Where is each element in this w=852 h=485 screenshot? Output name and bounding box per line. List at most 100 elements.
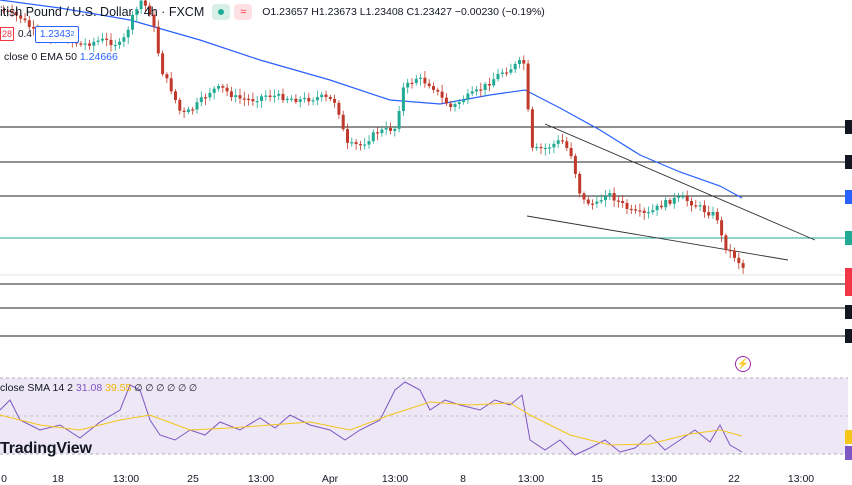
- candle-body: [462, 99, 466, 103]
- ema-legend[interactable]: close 0 EMA 50 1.24666: [4, 51, 118, 63]
- data-delay-icon[interactable]: ≈: [234, 4, 253, 20]
- candle-body: [535, 146, 539, 149]
- candle-body: [212, 88, 216, 93]
- candle-body: [255, 101, 259, 103]
- candle-body: [6, 10, 10, 12]
- candle-body: [728, 250, 732, 252]
- candle-body: [204, 97, 208, 99]
- candle-body: [234, 95, 238, 98]
- candle-body: [737, 257, 741, 264]
- candle-body: [384, 128, 388, 130]
- time-tick-label: 13:00: [517, 473, 545, 485]
- spread-value: 0.4: [18, 28, 32, 40]
- candle-body: [113, 44, 117, 47]
- candle-body: [634, 209, 638, 211]
- candle-body: [225, 87, 229, 92]
- candle-body: [440, 91, 444, 98]
- candle-body: [578, 173, 582, 194]
- candle-body: [10, 10, 14, 13]
- time-tick-label: 25: [187, 473, 199, 485]
- rsi-marker: [845, 446, 852, 460]
- candle-body: [2, 10, 5, 12]
- rsi-legend[interactable]: close SMA 14 2 31.08 39.55 ∅ ∅ ∅ ∅ ∅ ∅: [0, 382, 197, 394]
- candle-body: [453, 104, 457, 107]
- candle-body: [320, 94, 324, 98]
- time-tick-label: 13:00: [787, 473, 815, 485]
- candle-body: [690, 201, 693, 206]
- candle-body: [328, 97, 332, 99]
- rsi-sma-value: 39.55: [105, 382, 132, 394]
- candle-body: [715, 212, 719, 221]
- candle-body: [741, 263, 745, 268]
- ema-50-line: [0, 0, 743, 199]
- rsi-pane[interactable]: [0, 370, 852, 470]
- candle-body: [371, 132, 375, 142]
- candle-body: [27, 20, 31, 27]
- chart-header: itish Pound / U.S. Dollar · 4h · FXCM ≈ …: [0, 0, 545, 24]
- candle-body: [552, 143, 556, 148]
- candle-body: [109, 39, 113, 46]
- candle-body: [548, 147, 552, 149]
- candle-body: [363, 144, 367, 146]
- candle-body: [655, 205, 659, 211]
- lightning-icon[interactable]: ⚡: [735, 356, 751, 372]
- candle-body: [238, 95, 242, 99]
- rsi-sma-line: [0, 401, 743, 446]
- candle-body: [182, 110, 186, 113]
- candle-body: [432, 86, 435, 90]
- candle-body: [346, 129, 349, 143]
- rsi-label: close SMA 14 2: [0, 382, 73, 394]
- candle-body: [315, 97, 319, 101]
- candle-body: [694, 205, 698, 207]
- candle-body: [105, 38, 109, 40]
- candle-body: [685, 196, 689, 202]
- price-marker: [845, 155, 852, 169]
- sell-button[interactable]: 28: [0, 27, 14, 41]
- candle-body: [414, 78, 418, 84]
- candle-body: [307, 97, 311, 102]
- market-status-icon[interactable]: [212, 4, 231, 20]
- candle-body: [681, 196, 685, 198]
- candle-body: [595, 201, 599, 204]
- candle-body: [625, 202, 629, 209]
- buy-button[interactable]: 1.2343 2: [34, 25, 80, 43]
- candle-body: [324, 94, 328, 98]
- candle-body: [397, 111, 401, 129]
- rsi-sma-marker: [845, 430, 852, 444]
- time-tick-label: 13:00: [381, 473, 409, 485]
- candle-body: [629, 208, 633, 211]
- candle-body: [591, 203, 595, 205]
- time-tick-label: 0: [1, 473, 7, 485]
- candle-body: [479, 89, 483, 91]
- candle-body: [500, 72, 504, 74]
- ema-label: close 0 EMA 50: [4, 51, 77, 63]
- candle-body: [466, 93, 470, 100]
- price-chart[interactable]: [0, 0, 852, 370]
- candle-body: [247, 98, 251, 100]
- tradingview-logo[interactable]: TradingView: [0, 440, 92, 457]
- price-marker: [845, 305, 852, 319]
- candle-body: [376, 132, 380, 134]
- candle-body: [281, 93, 285, 101]
- candle-body: [367, 141, 371, 145]
- candle-body: [169, 78, 173, 92]
- candle-body: [733, 250, 736, 258]
- candle-body: [165, 74, 169, 79]
- time-tick-label: 13:00: [112, 473, 140, 485]
- candle-body: [350, 142, 354, 144]
- candle-body: [195, 102, 199, 110]
- upper-trend-line: [544, 123, 816, 241]
- trade-row: 28 0.4 1.2343 2: [0, 25, 80, 43]
- trend-lines: [526, 123, 816, 261]
- candle-body: [285, 98, 289, 101]
- candle-body: [539, 146, 543, 149]
- candle-body: [333, 98, 337, 103]
- candle-body: [143, 0, 147, 6]
- candles: [2, 0, 745, 274]
- candle-body: [668, 200, 672, 204]
- symbol-title[interactable]: itish Pound / U.S. Dollar · 4h · FXCM: [0, 5, 205, 19]
- candle-body: [92, 41, 96, 46]
- horizontal-levels: [0, 126, 845, 337]
- candle-body: [621, 201, 625, 203]
- time-tick-label: Apr: [321, 473, 339, 485]
